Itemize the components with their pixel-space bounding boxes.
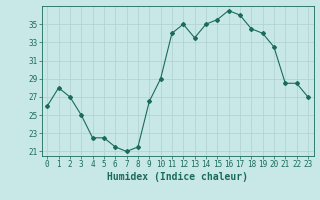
X-axis label: Humidex (Indice chaleur): Humidex (Indice chaleur) xyxy=(107,172,248,182)
